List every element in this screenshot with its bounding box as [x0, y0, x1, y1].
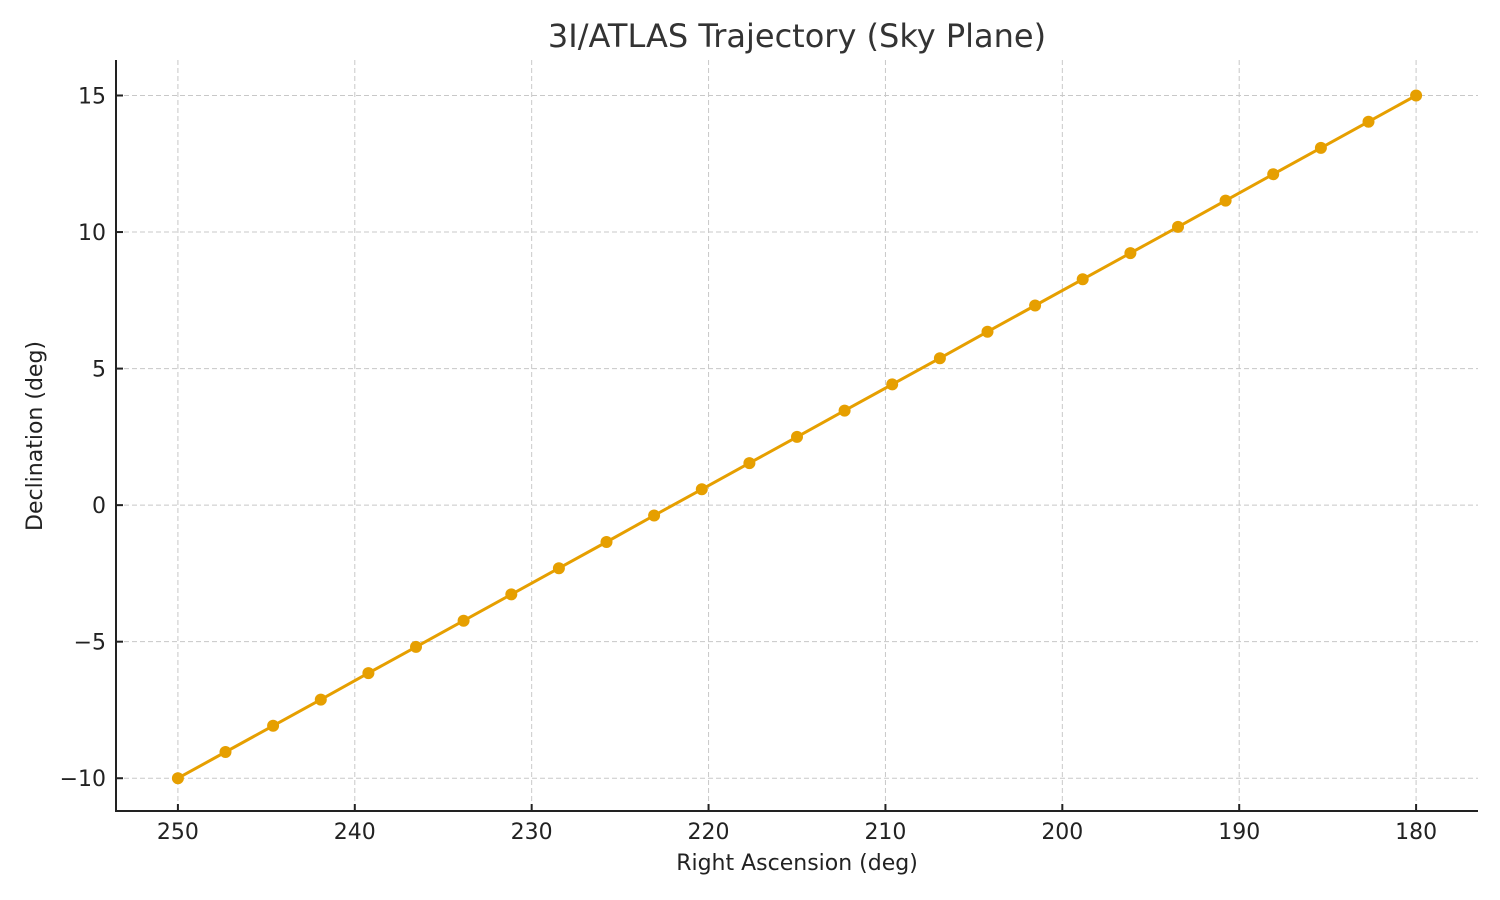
data-point-marker	[457, 614, 470, 627]
data-point-marker	[505, 588, 518, 601]
x-tick-label: 210	[864, 820, 906, 845]
data-point-marker	[552, 562, 565, 575]
data-point-marker	[838, 404, 851, 417]
data-point-marker	[933, 352, 946, 365]
data-point-marker	[1076, 273, 1089, 286]
data-point-marker	[886, 378, 899, 391]
x-tick-label: 250	[157, 820, 199, 845]
data-point-marker	[695, 483, 708, 496]
data-point-marker	[1410, 89, 1423, 102]
y-tick-label: 5	[92, 358, 106, 383]
data-point-marker	[410, 640, 422, 653]
x-axis-label: Right Ascension (deg)	[676, 851, 918, 876]
data-point-marker	[1314, 141, 1327, 154]
y-tick-label: −10	[60, 767, 106, 792]
data-point-marker	[1124, 247, 1137, 260]
x-tick-label: 230	[511, 820, 553, 845]
x-tick-label: 240	[334, 820, 376, 845]
data-point-marker	[743, 457, 756, 470]
data-point-marker	[981, 325, 994, 338]
data-point-marker	[1219, 194, 1232, 207]
x-tick-label: 180	[1395, 820, 1437, 845]
data-point-marker	[314, 693, 327, 706]
y-tick-label: 10	[78, 221, 106, 246]
x-axis-ticks: 250 240 230 220 210 200 190 180	[157, 804, 1437, 845]
chart-title: 3I/ATLAS Trajectory (Sky Plane)	[548, 17, 1046, 55]
data-point-marker	[600, 536, 613, 548]
data-point-marker	[791, 430, 803, 443]
y-axis-label: Declination (deg)	[23, 341, 48, 531]
x-tick-label: 220	[688, 820, 730, 845]
grid-lines	[116, 60, 1478, 811]
axes	[115, 60, 1478, 812]
data-point-marker	[1267, 168, 1280, 181]
data-point-marker	[362, 667, 375, 680]
data-point-marker	[1172, 220, 1184, 233]
data-point-marker	[219, 746, 232, 758]
x-tick-label: 200	[1041, 820, 1083, 845]
x-tick-label: 190	[1218, 820, 1260, 845]
data-point-marker	[171, 772, 184, 785]
y-axis-ticks: −10 −5 0 5 10 15	[60, 85, 123, 792]
data-point-marker	[267, 719, 280, 732]
y-tick-label: 0	[92, 494, 106, 519]
y-tick-label: 15	[78, 85, 106, 110]
series-layer	[171, 89, 1423, 785]
data-point-marker	[648, 509, 661, 522]
data-point-marker	[1362, 115, 1375, 128]
data-point-marker	[1029, 299, 1042, 312]
y-tick-label: −5	[74, 631, 106, 656]
